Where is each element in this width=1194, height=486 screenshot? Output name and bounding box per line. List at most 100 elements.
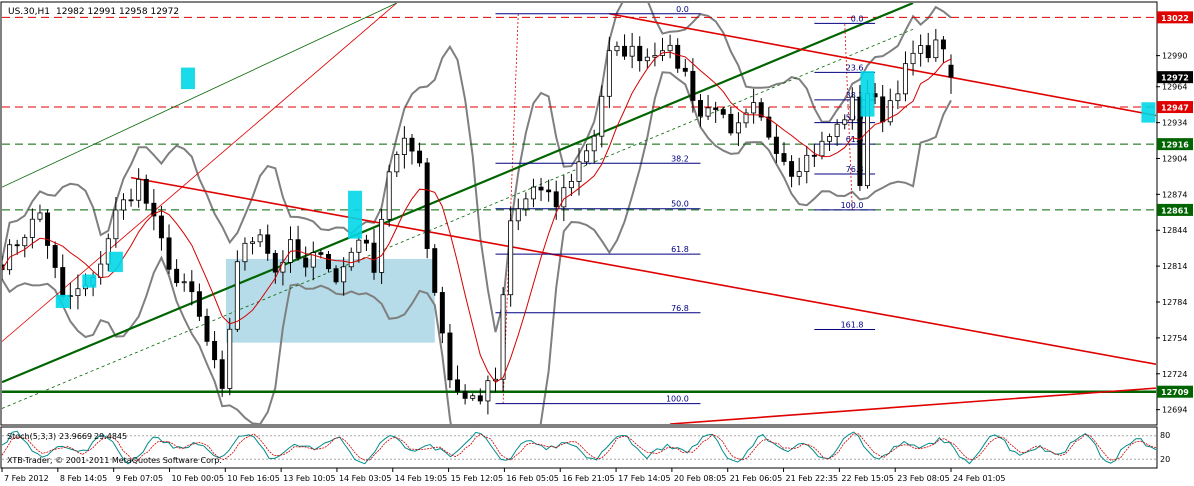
signal-marker [1141,102,1156,123]
stoch-scale-bottom: 20 [1160,455,1170,464]
red-falling-line-1 [130,176,1156,365]
green-mid-channel [2,28,914,409]
time-tick-label: 16 Feb 05:05 [506,474,558,483]
candle-body [887,100,893,123]
candle-body [371,242,377,273]
candle-body [690,70,696,101]
candle-body [584,150,590,163]
candle-body [576,161,582,182]
candle-body [743,112,749,124]
price-tag-label: 12709 [1161,388,1189,397]
stoch-value-2: 29.4845 [94,432,127,441]
fibonacci-layer: 0.038.250.061.876.8100.00.023.638.250.06… [495,5,876,405]
signal-marker [860,71,875,117]
candle-body [637,45,643,62]
candle-body [508,220,514,296]
candle-body [250,241,256,244]
candle-body [265,234,271,254]
candle-body [614,45,620,52]
fib-level-label: 38.2 [671,154,689,163]
candle-body [280,261,286,273]
price-tag-label: 12861 [1161,206,1189,215]
time-tick-label: 15 Feb 12:05 [451,474,503,483]
moving-average-layer [2,51,952,384]
candle-body [789,161,795,177]
candle-body [857,96,863,187]
candle-body [834,123,840,137]
candle-body [553,191,559,208]
candle-body [804,154,810,173]
candle-body [599,95,605,137]
price-tick-label: 12754 [1162,334,1187,343]
candle-body [697,100,703,117]
time-tick-label: 14 Feb 19:05 [395,474,447,483]
candle-body [432,248,438,293]
candle-body [515,208,521,222]
price-axis-layer: 12990 12964 12934 12904 12874 12844 12814 12784… [1156,11,1193,415]
candle-body [219,359,225,389]
candle-body [189,281,195,293]
candle-body [98,263,104,278]
candle-body [849,96,855,121]
candle-body [622,45,628,57]
candle-body [705,107,711,117]
candle-body [136,178,142,201]
price-tick-label: 12990 [1162,52,1187,61]
candle-body [394,154,400,173]
price-tag-12861 [1157,203,1193,216]
price-tag-13022 [1157,11,1193,24]
bollinger-lower-band [2,71,952,424]
candle-body [819,140,825,157]
candle-body [227,328,233,389]
markers-layer [55,67,1156,308]
time-tick-label: 24 Feb 01:05 [953,474,1005,483]
candle-body [325,253,331,270]
candle-body [713,107,719,110]
candle-body [333,268,339,283]
candle-body [629,45,635,57]
red-falling-line-2 [609,12,1156,117]
candle-body [212,340,218,361]
fib-level-label: 38.2 [846,91,864,100]
candle-body [105,238,111,265]
candle-body [735,122,741,134]
price-tick-label: 12904 [1162,154,1187,163]
candle-body [447,332,453,381]
fib-level-label: 0.0 [676,5,689,14]
candle-body [910,52,916,65]
candle-body [45,212,51,246]
fib-level-label: 161.8 [841,321,864,330]
candle-body [14,244,20,247]
candle-body [675,44,681,69]
candle-body [424,162,430,249]
candle-body [257,234,263,243]
price-tick-label: 12844 [1162,226,1187,235]
time-tick-label: 23 Feb 08:05 [897,474,949,483]
candle-body [310,252,316,268]
candle-body [500,294,506,380]
candle-body [477,395,483,402]
candle-body [728,113,734,134]
candle-body [379,218,385,273]
candle-body [546,189,552,193]
green-main-channel [2,3,914,384]
candle-body [561,187,567,208]
candle-body [303,257,309,268]
candle-body [37,212,43,220]
candle-body [940,39,946,50]
moving-average-line [2,51,952,384]
price-tag-12916 [1157,138,1193,151]
candle-body [470,395,476,399]
price-tick-label: 12784 [1162,298,1187,307]
price-tick-label: 12814 [1162,262,1187,271]
red-vertical-2 [844,23,853,210]
candle-body [720,109,726,115]
price-tag-12972 [1157,71,1193,84]
signal-marker [108,251,123,273]
candle-body [568,180,574,189]
candle-body [925,45,931,59]
candle-body [895,93,901,102]
fib-level-label: 61.8 [846,135,864,144]
